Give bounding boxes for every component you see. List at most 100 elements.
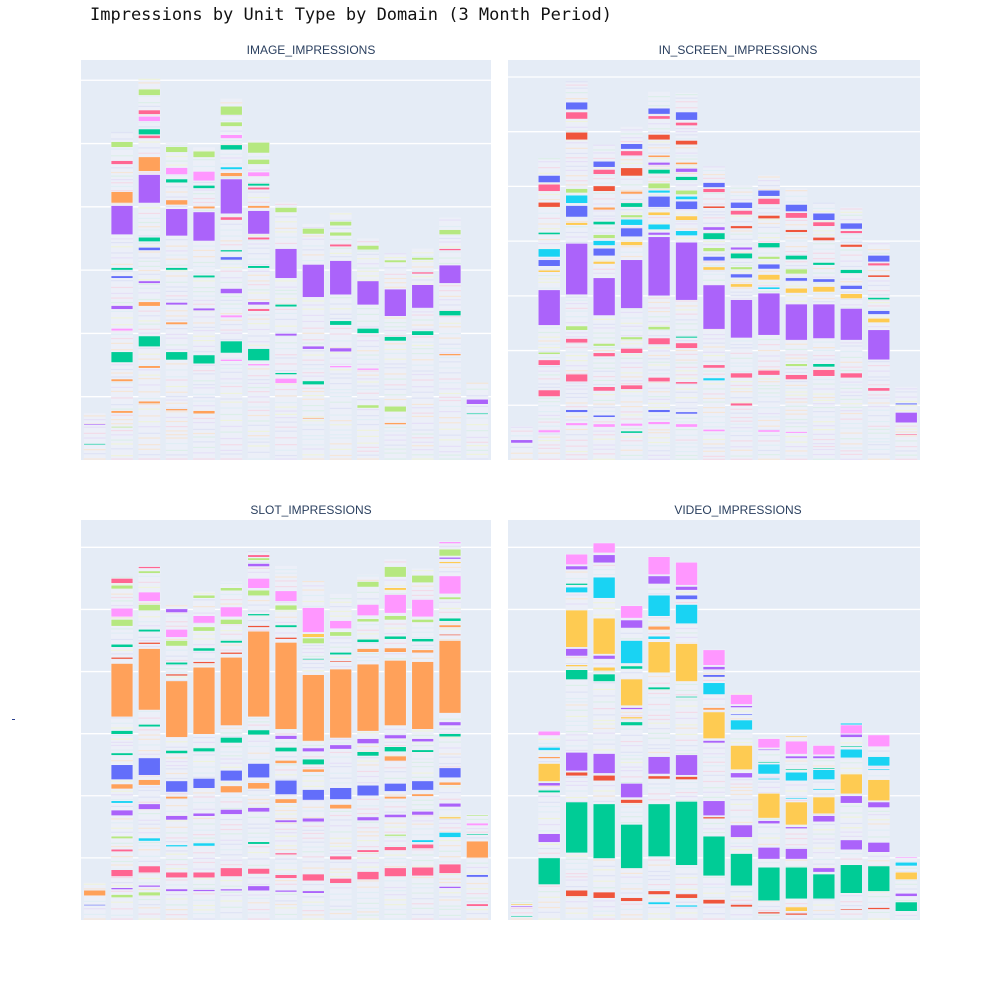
bar-segment[interactable] (647, 756, 671, 775)
bar-segment[interactable] (110, 643, 134, 648)
bar-segment[interactable] (565, 553, 588, 566)
bar-segment[interactable] (165, 871, 188, 879)
bar-segment[interactable] (138, 884, 161, 888)
bar-segment[interactable] (675, 561, 698, 586)
bar-segment[interactable] (757, 256, 781, 260)
bar-segment[interactable] (411, 738, 434, 743)
bar-segment[interactable] (274, 637, 298, 640)
stacked-bar[interactable] (83, 413, 106, 460)
bar-segment[interactable] (620, 665, 643, 670)
bar-segment[interactable] (647, 635, 671, 640)
bar-segment[interactable] (384, 833, 407, 837)
bar-segment[interactable] (647, 326, 671, 331)
stacked-bar[interactable] (138, 78, 161, 460)
bar-segment[interactable] (675, 893, 698, 899)
bar-segment[interactable] (730, 372, 753, 379)
bar-segment[interactable] (702, 674, 726, 678)
bar-segment[interactable] (702, 188, 726, 193)
bar-segment[interactable] (192, 778, 216, 789)
bar-segment[interactable] (411, 599, 434, 618)
stacked-bar[interactable] (83, 882, 106, 920)
bar-segment[interactable] (274, 747, 298, 752)
bar-segment[interactable] (840, 733, 863, 738)
bar-segment[interactable] (165, 167, 188, 175)
bar-segment[interactable] (785, 374, 808, 380)
bar-segment[interactable] (384, 647, 407, 653)
bar-segment[interactable] (165, 408, 188, 411)
bar-segment[interactable] (620, 348, 643, 354)
stacked-bar[interactable] (356, 574, 380, 920)
bar-segment[interactable] (592, 542, 616, 554)
bar-segment[interactable] (138, 865, 161, 874)
bar-segment[interactable] (757, 274, 781, 281)
bar-segment[interactable] (274, 819, 298, 823)
bar-segment[interactable] (192, 647, 216, 652)
bar-segment[interactable] (675, 594, 698, 600)
bar-segment[interactable] (384, 587, 407, 591)
bar-segment[interactable] (675, 200, 698, 210)
bar-segment[interactable] (220, 256, 243, 261)
bar-segment[interactable] (302, 228, 325, 235)
bar-segment[interactable] (110, 275, 134, 279)
bar-segment[interactable] (110, 351, 134, 363)
bar-segment[interactable] (138, 301, 161, 307)
bar-segment[interactable] (220, 314, 243, 318)
subplot-in-screen-impressions[interactable] (508, 60, 920, 460)
bar-segment[interactable] (812, 796, 836, 815)
bar-segment[interactable] (620, 167, 643, 177)
bar-segment[interactable] (384, 615, 407, 621)
bar-segment[interactable] (840, 244, 863, 248)
bar-segment[interactable] (647, 154, 671, 158)
bar-segment[interactable] (438, 886, 462, 889)
bar-segment[interactable] (411, 638, 434, 643)
bar-segment[interactable] (165, 199, 188, 206)
bar-segment[interactable] (537, 429, 561, 433)
bar-segment[interactable] (647, 236, 671, 297)
bar-segment[interactable] (702, 835, 726, 877)
bar-segment[interactable] (192, 171, 216, 182)
bar-segment[interactable] (565, 222, 588, 226)
stacked-bar[interactable] (110, 131, 134, 460)
bar-segment[interactable] (329, 347, 352, 353)
bar-segment[interactable] (785, 277, 808, 282)
bar-segment[interactable] (592, 240, 616, 246)
stacked-bar[interactable] (384, 559, 407, 920)
bar-segment[interactable] (840, 308, 863, 341)
bar-segment[interactable] (220, 656, 243, 726)
bar-segment[interactable] (565, 586, 588, 593)
bar-segment[interactable] (192, 889, 216, 892)
bar-segment[interactable] (411, 330, 434, 336)
bar-segment[interactable] (302, 873, 325, 882)
bar-segment[interactable] (785, 363, 808, 367)
bar-segment[interactable] (840, 773, 863, 795)
bar-segment[interactable] (138, 335, 161, 348)
bar-segment[interactable] (647, 377, 671, 383)
bar-segment[interactable] (411, 811, 434, 816)
bar-segment[interactable] (840, 864, 863, 894)
bar-segment[interactable] (812, 262, 836, 266)
stacked-bar[interactable] (812, 202, 836, 460)
bar-segment[interactable] (647, 575, 671, 585)
bar-segment[interactable] (192, 150, 216, 158)
bar-segment[interactable] (384, 288, 407, 317)
stacked-bar[interactable] (702, 166, 726, 460)
bar-segment[interactable] (702, 899, 726, 905)
bar-segment[interactable] (138, 648, 161, 711)
bar-segment[interactable] (138, 109, 161, 115)
bar-segment[interactable] (894, 871, 918, 880)
subplot-video-impressions[interactable] (508, 520, 920, 920)
bar-segment[interactable] (192, 842, 216, 847)
bar-segment[interactable] (620, 897, 643, 902)
bar-segment[interactable] (867, 779, 891, 802)
bar-segment[interactable] (274, 874, 298, 879)
bar-segment[interactable] (384, 566, 407, 578)
bar-segment[interactable] (110, 619, 134, 627)
bar-segment[interactable] (565, 565, 588, 570)
bar-segment[interactable] (592, 803, 616, 859)
bar-segment[interactable] (757, 763, 781, 775)
bar-segment[interactable] (675, 162, 698, 165)
bar-segment[interactable] (329, 660, 352, 663)
bar-segment[interactable] (165, 640, 188, 647)
bar-segment[interactable] (110, 656, 134, 660)
bar-segment[interactable] (192, 594, 216, 599)
